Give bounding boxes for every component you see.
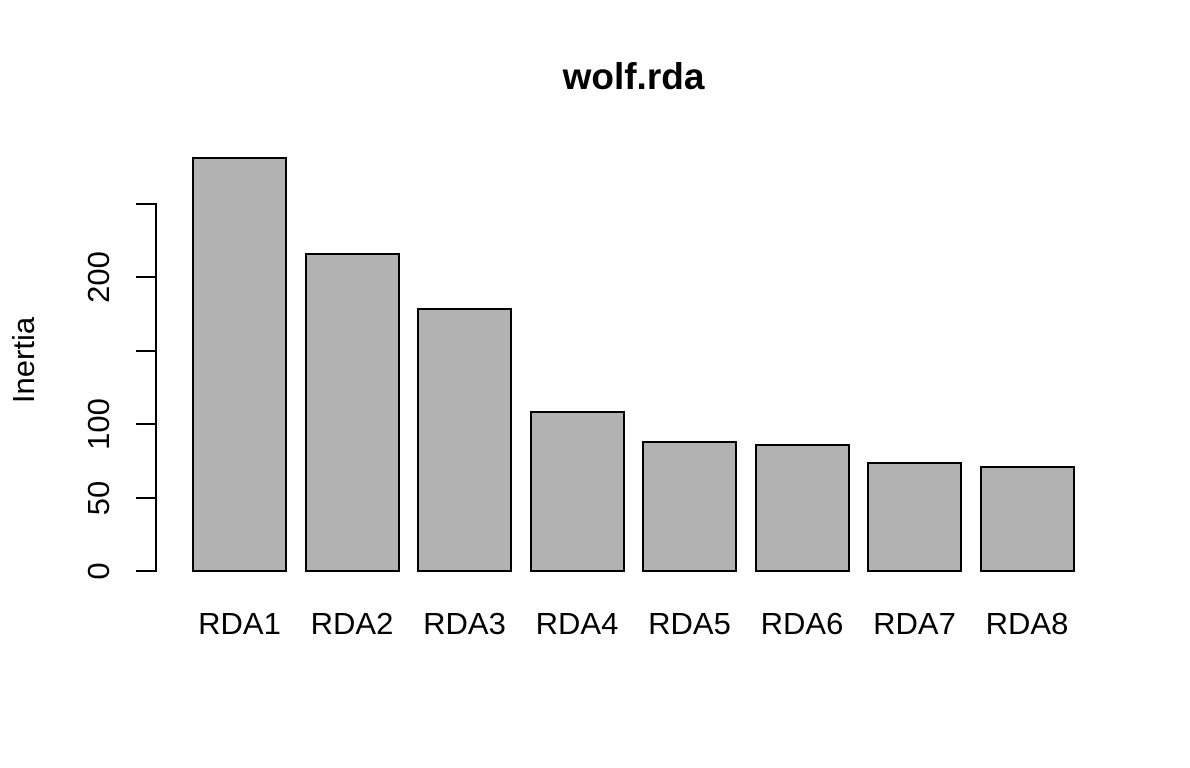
x-axis-labels: RDA1 RDA2 RDA3 RDA4 RDA5 RDA6 RDA7 RDA8	[192, 605, 1075, 643]
bar-rda4	[529, 410, 625, 572]
x-label-rda3: RDA3	[423, 606, 506, 641]
bar-rda2	[304, 253, 400, 572]
bar-rda5	[642, 441, 737, 572]
y-tick-label-100: 100	[81, 398, 116, 450]
y-tick-label-200: 200	[81, 251, 116, 303]
bar-rda8	[979, 466, 1075, 572]
x-label-rda8: RDA8	[985, 606, 1069, 641]
y-tick-50	[136, 497, 156, 499]
y-tick-100	[136, 423, 156, 425]
y-tick-label-0: 0	[81, 562, 116, 580]
y-axis-label: Inertia	[6, 316, 41, 404]
x-label-rda4: RDA4	[535, 606, 619, 641]
y-tick-200	[136, 276, 156, 278]
bar-rda3	[417, 307, 512, 572]
bar-rda1	[192, 156, 287, 572]
x-label-rda2: RDA2	[310, 606, 394, 641]
x-label-rda6: RDA6	[760, 606, 844, 641]
bar-rda7	[867, 461, 962, 572]
x-label-rda7: RDA7	[873, 606, 956, 641]
y-tick-label-50: 50	[81, 480, 116, 516]
y-tick-150	[136, 350, 156, 352]
x-label-rda1: RDA1	[198, 606, 281, 641]
bars-container	[192, 156, 1075, 572]
bar-rda6	[754, 444, 850, 572]
chart-title: wolf.rda	[562, 56, 705, 97]
y-tick-250	[136, 203, 156, 205]
y-axis-line	[155, 203, 157, 572]
y-tick-0	[136, 570, 156, 572]
x-label-rda5: RDA5	[648, 606, 731, 641]
